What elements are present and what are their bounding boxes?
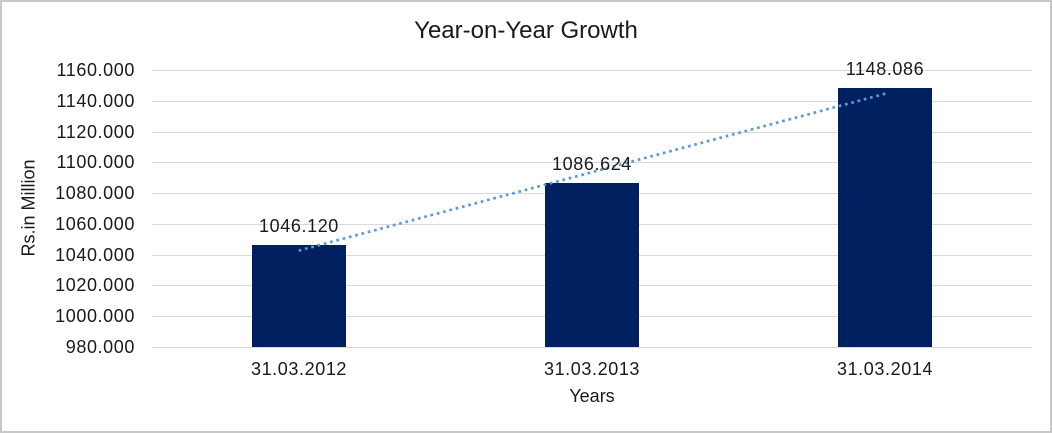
x-category-label: 31.03.2012	[250, 359, 348, 379]
x-axis-title: Years	[569, 386, 615, 406]
y-axis-tick-label: 1000.000	[55, 306, 135, 326]
y-axis-tick-label: 980.000	[65, 337, 135, 357]
gridline	[152, 347, 1032, 348]
y-axis-tick-label: 1140.000	[56, 91, 135, 111]
bar-value-label: 1148.086	[845, 59, 925, 79]
y-axis-tick-label: 1060.000	[55, 214, 135, 234]
bar	[545, 183, 639, 347]
y-axis-tick-label: 1120.000	[56, 122, 135, 142]
x-category-label: 31.03.2014	[836, 359, 934, 379]
chart-title: Year-on-Year Growth	[414, 17, 638, 44]
y-axis-tick-label: 1020.000	[55, 275, 135, 295]
y-axis-tick-label: 1080.000	[55, 183, 135, 203]
bar	[252, 245, 346, 347]
y-axis-tick-label: 1160.000	[56, 60, 135, 80]
bar-value-label: 1086.624	[552, 154, 632, 174]
gridline	[152, 70, 1032, 71]
y-axis-tick-label: 1040.000	[55, 245, 135, 265]
x-category-label: 31.03.2013	[543, 359, 641, 379]
bar-value-label: 1046.120	[259, 216, 339, 236]
y-axis-tick-label: 1100.000	[56, 152, 135, 172]
bar	[838, 88, 932, 347]
